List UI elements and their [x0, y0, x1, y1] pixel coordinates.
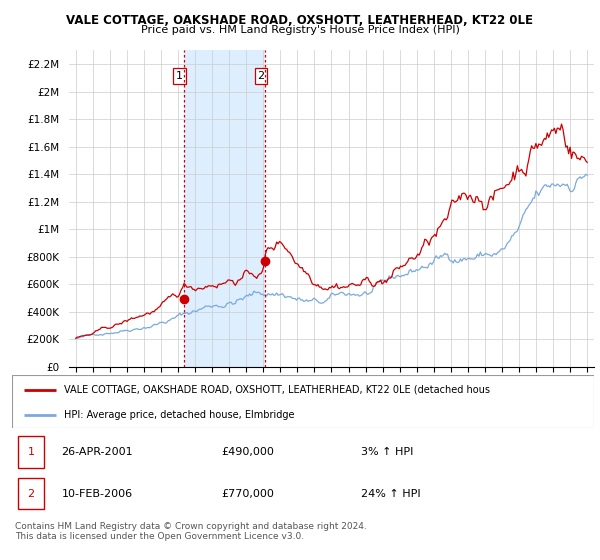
Text: Price paid vs. HM Land Registry's House Price Index (HPI): Price paid vs. HM Land Registry's House …	[140, 25, 460, 35]
Text: 10-FEB-2006: 10-FEB-2006	[61, 489, 133, 499]
Text: Contains HM Land Registry data © Crown copyright and database right 2024.
This d: Contains HM Land Registry data © Crown c…	[15, 522, 367, 542]
Text: 1: 1	[28, 447, 34, 457]
Bar	[18, 478, 44, 510]
Text: 1: 1	[176, 71, 183, 81]
Text: VALE COTTAGE, OAKSHADE ROAD, OXSHOTT, LEATHERHEAD, KT22 0LE: VALE COTTAGE, OAKSHADE ROAD, OXSHOTT, LE…	[67, 14, 533, 27]
Text: 26-APR-2001: 26-APR-2001	[61, 447, 133, 457]
Text: £770,000: £770,000	[221, 489, 274, 499]
Text: 3% ↑ HPI: 3% ↑ HPI	[361, 447, 413, 457]
Text: HPI: Average price, detached house, Elmbridge: HPI: Average price, detached house, Elmb…	[64, 410, 295, 420]
Bar	[18, 436, 44, 468]
Text: £490,000: £490,000	[221, 447, 274, 457]
Text: 2: 2	[28, 489, 34, 499]
Text: 2: 2	[257, 71, 265, 81]
Bar	[184, 50, 265, 367]
Text: 24% ↑ HPI: 24% ↑ HPI	[361, 489, 421, 499]
Text: VALE COTTAGE, OAKSHADE ROAD, OXSHOTT, LEATHERHEAD, KT22 0LE (detached hous: VALE COTTAGE, OAKSHADE ROAD, OXSHOTT, LE…	[64, 385, 490, 395]
